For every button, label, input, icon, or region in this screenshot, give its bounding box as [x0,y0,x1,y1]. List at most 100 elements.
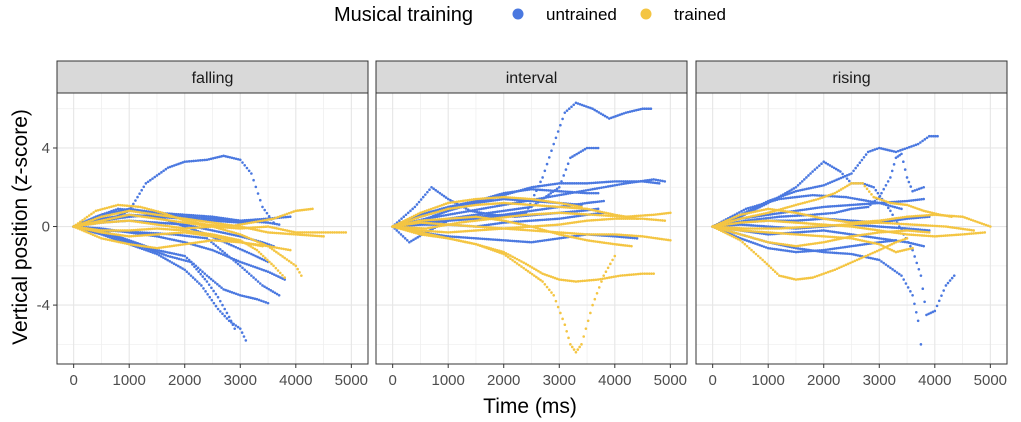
data-point [916,243,919,246]
data-point [853,197,857,200]
data-point [820,248,823,252]
data-point [438,212,441,216]
data-point [590,278,593,282]
data-point [136,220,140,224]
data-point [224,228,227,232]
data-point [266,231,270,234]
data-point [157,227,161,230]
data-point [155,227,159,230]
data-point [869,200,872,203]
data-point [485,202,488,206]
data-point [541,272,544,275]
data-point [515,202,518,206]
data-point [597,186,601,190]
data-point [865,183,869,187]
data-point [170,219,174,223]
data-point [601,277,604,281]
data-point [149,210,152,214]
data-point [478,216,482,219]
data-point [504,254,508,257]
data-point [590,146,593,150]
data-point [521,223,525,227]
data-point [214,304,218,308]
data-point [771,199,774,203]
data-point [899,149,902,152]
data-point [187,272,191,275]
data-point [81,218,84,222]
data-point [263,285,266,288]
data-point [522,261,526,264]
data-point [506,212,510,216]
data-point [416,212,420,216]
data-point [622,182,625,186]
data-point [181,215,184,218]
data-point [170,244,174,248]
data-point [809,207,813,211]
data-point [800,195,803,198]
data-point [258,241,261,244]
data-point [830,230,834,233]
data-point [482,211,486,215]
data-point [177,253,180,256]
data-point [515,207,518,211]
data-point [643,179,647,182]
data-point [234,234,238,237]
data-point [466,216,469,219]
data-point [198,236,202,239]
data-point [414,220,418,223]
data-point [500,204,503,207]
data-point [576,280,580,283]
data-point [138,228,142,232]
data-point [162,253,166,256]
data-point [577,182,580,185]
data-point [585,233,589,236]
data-point [869,256,873,260]
data-point [168,237,172,241]
data-point [837,204,840,208]
data-point [796,278,800,281]
data-point [903,227,907,230]
data-point [493,227,497,231]
data-point [187,217,191,221]
data-point [424,227,428,230]
data-point [592,181,595,185]
data-point [641,272,644,275]
data-point [604,214,608,217]
data-point [914,143,918,147]
data-point [419,213,422,217]
data-point [209,228,212,232]
data-point [205,280,209,283]
data-point [521,240,525,243]
data-point [515,214,519,218]
data-point [172,228,176,232]
data-point [153,175,157,179]
data-point [241,294,244,298]
data-point [110,213,114,216]
data-point [845,177,849,180]
data-point [496,213,499,217]
data-point [573,210,577,213]
data-point [897,200,900,203]
data-point [749,224,753,227]
data-point [549,217,553,221]
data-point [837,195,841,198]
data-point [413,205,417,209]
data-point [198,223,201,227]
data-point [817,273,821,277]
data-point [771,247,774,251]
data-point [179,220,182,224]
data-point [102,231,105,235]
data-point [884,225,887,229]
data-point [920,197,923,201]
data-point [811,218,815,221]
data-point [856,206,860,210]
data-point [230,218,234,222]
data-point [560,182,563,185]
data-point [839,170,842,173]
data-point [800,277,804,281]
data-point [149,233,152,237]
data-point [221,253,225,256]
data-point [174,252,178,256]
data-point [905,240,909,244]
